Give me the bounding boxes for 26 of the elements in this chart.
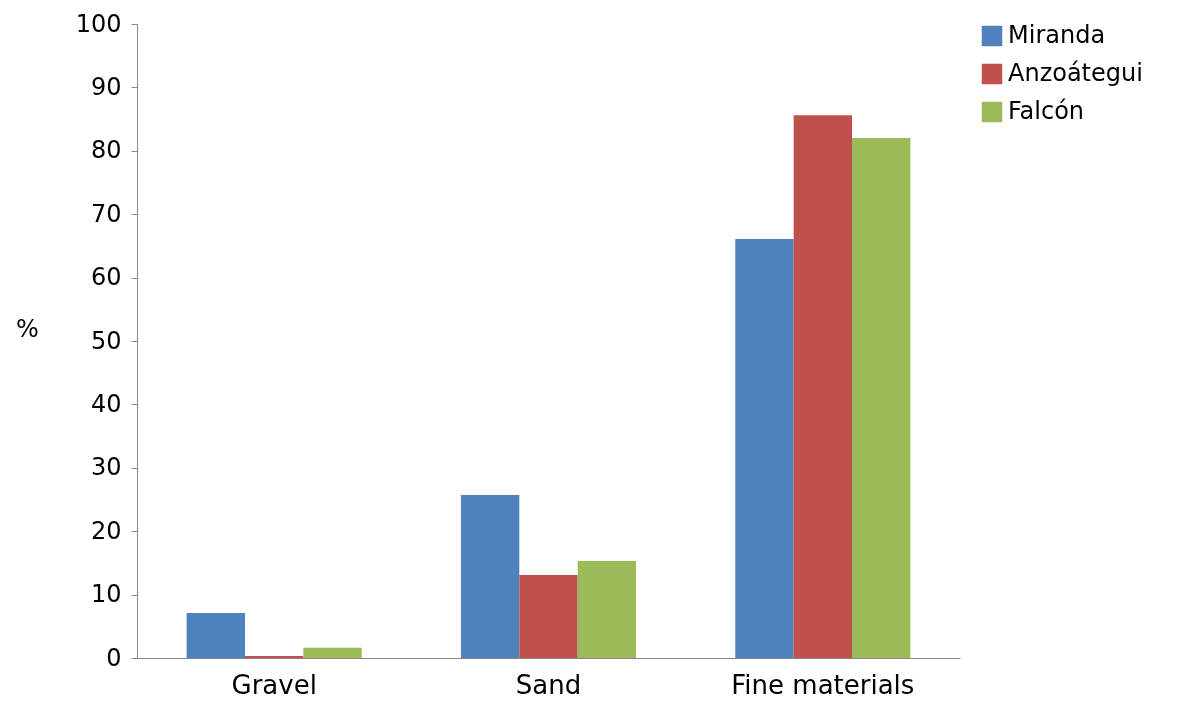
- legend-label: Miranda: [1008, 21, 1106, 49]
- y-tick-label: 80: [90, 136, 122, 165]
- bar: [460, 495, 520, 658]
- y-tick-label: 50: [90, 326, 122, 355]
- y-tick-label: 40: [90, 389, 122, 418]
- y-tick-label: 70: [90, 199, 122, 228]
- y-tick-label: 20: [90, 516, 122, 545]
- bar: [793, 115, 853, 658]
- y-tick-label: 30: [90, 453, 122, 482]
- bar: [519, 574, 578, 658]
- bar: [577, 561, 637, 658]
- x-tick-label: Fine materials: [731, 669, 915, 700]
- legend-label: Falcón: [1008, 97, 1085, 125]
- bar: [852, 138, 911, 658]
- x-tick-label: Sand: [515, 669, 582, 700]
- bar: [186, 612, 245, 658]
- y-tick-label: 100: [75, 9, 122, 38]
- y-tick-label: 90: [90, 72, 122, 101]
- bar: [303, 647, 362, 658]
- x-tick-label: Gravel: [231, 669, 317, 700]
- y-axis-title: %: [16, 314, 39, 343]
- y-tick-label: 10: [90, 580, 122, 609]
- bar: [735, 238, 794, 658]
- legend-label: Anzoátegui: [1008, 59, 1143, 87]
- y-tick-label: 60: [90, 263, 122, 292]
- y-tick-label: 0: [106, 643, 122, 672]
